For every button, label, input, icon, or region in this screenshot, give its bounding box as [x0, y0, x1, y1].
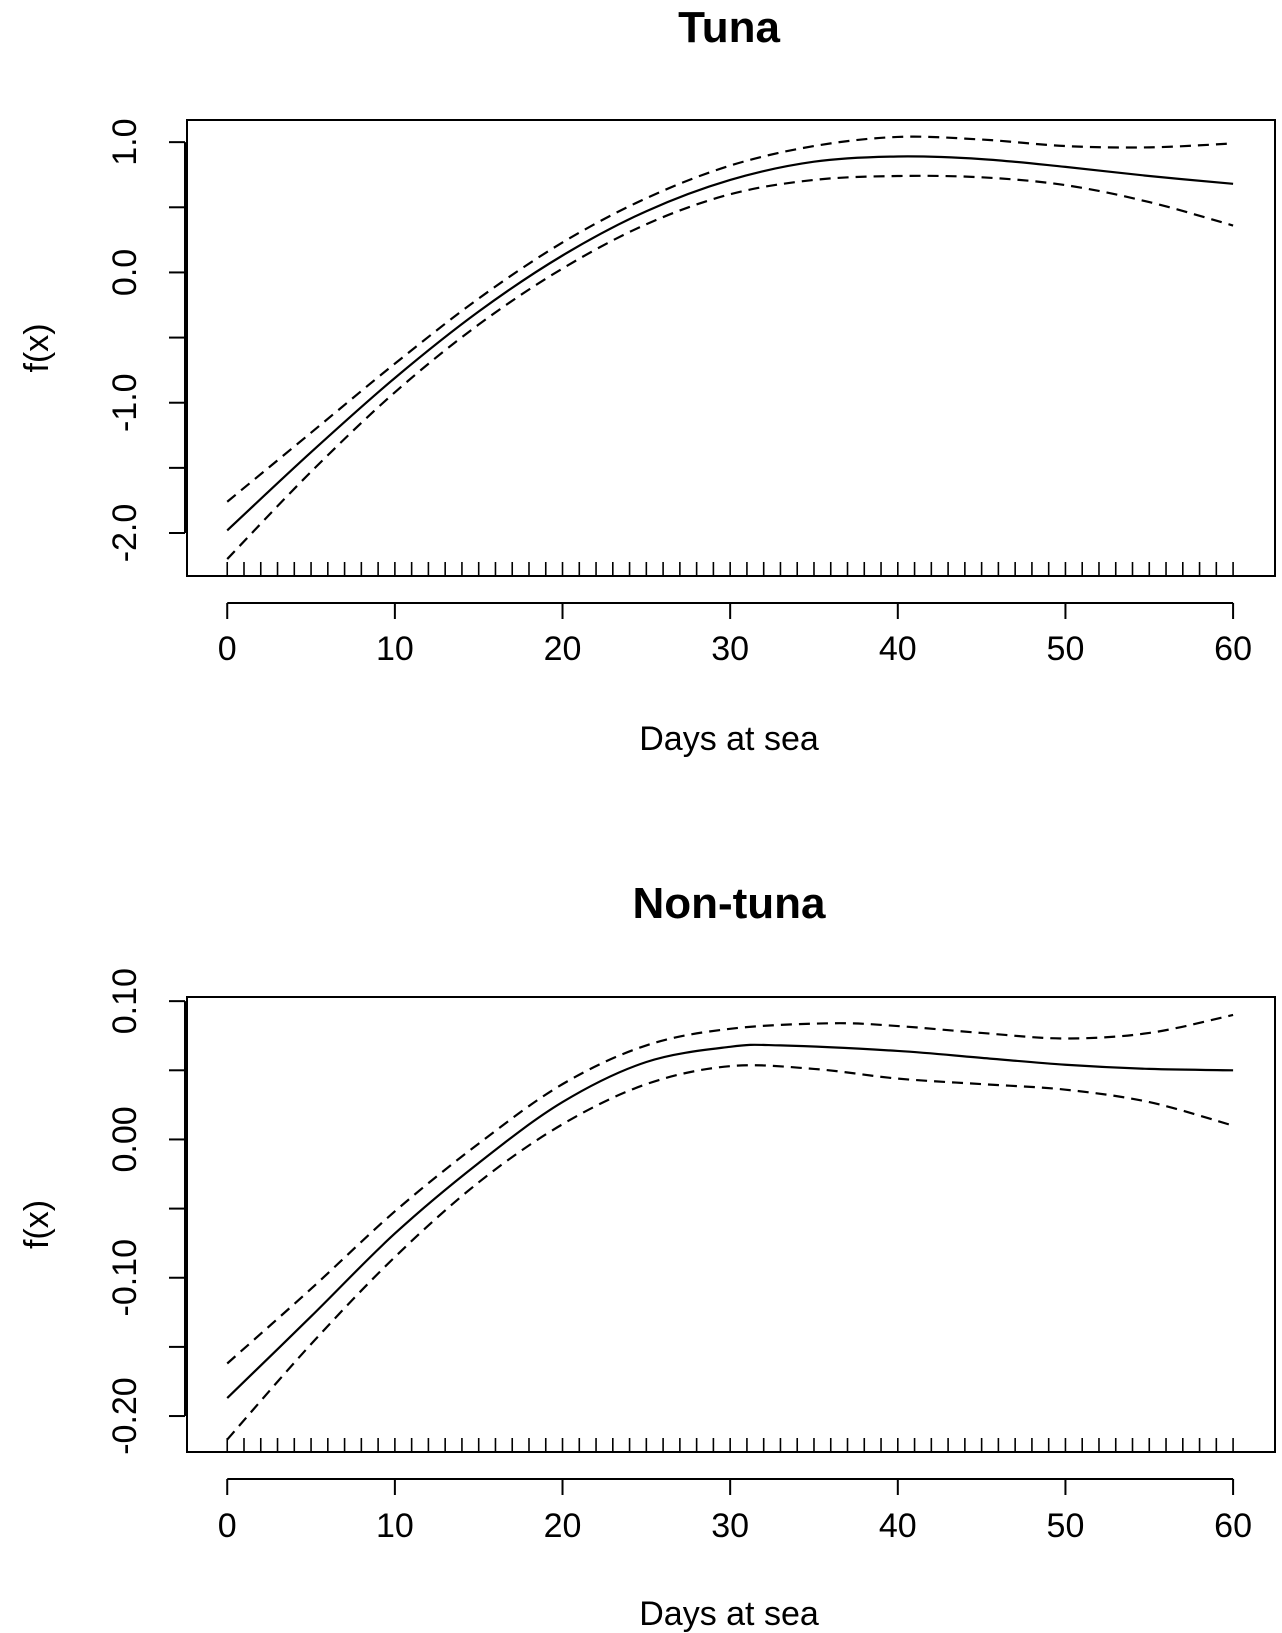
- x-tick-label: 20: [544, 630, 582, 668]
- plot-frame: [186, 996, 1276, 1453]
- y-tick-label: 0.00: [106, 1106, 144, 1172]
- panel-1: Tuna 0 10 20 30 40 50 60 Days at sea -2.0 -1.0 0.0 1…: [18, 3, 1276, 758]
- x-tick-label: 50: [1047, 1507, 1085, 1545]
- x-tick-label: 10: [376, 630, 414, 668]
- chart-title: Tuna: [678, 3, 780, 52]
- upper-ci-line: [226, 135, 1234, 503]
- x-tick-label: 0: [218, 1507, 237, 1545]
- x-tick-label: 0: [218, 630, 237, 668]
- x-tick-label: 40: [879, 630, 917, 668]
- y-tick-label: 0.0: [106, 249, 144, 296]
- x-axis-label: Days at sea: [639, 720, 819, 758]
- y-tick-label: -0.10: [106, 1239, 144, 1317]
- y-tick-label: -1.0: [106, 373, 144, 432]
- y-axis: -2.0 -1.0 0.0 1.0: [106, 119, 186, 563]
- y-axis-label: f(x): [18, 1200, 56, 1249]
- x-axis-label: Days at sea: [639, 1595, 819, 1633]
- x-tick-label: 40: [879, 1507, 917, 1545]
- y-tick-label: 0.10: [106, 968, 144, 1034]
- x-tick-label: 30: [711, 1507, 749, 1545]
- x-axis: 0 10 20 30 40 50 60: [218, 602, 1252, 668]
- x-tick-label: 60: [1214, 630, 1252, 668]
- chart-title: Non-tuna: [632, 879, 826, 928]
- y-tick-label: -0.20: [106, 1377, 144, 1455]
- lower-ci-line: [226, 174, 1234, 560]
- x-tick-label: 60: [1214, 1507, 1252, 1545]
- y-axis-label: f(x): [18, 323, 56, 372]
- lower-ci-line: [226, 1064, 1234, 1441]
- plot-frame: [186, 119, 1276, 577]
- rug: [226, 1438, 1234, 1452]
- x-tick-label: 20: [544, 1507, 582, 1545]
- y-tick-label: 1.0: [106, 119, 144, 166]
- fit-line: [226, 155, 1234, 532]
- fit-line: [226, 1043, 1234, 1399]
- x-tick-label: 10: [376, 1507, 414, 1545]
- x-axis: 0 10 20 30 40 50 60: [218, 1478, 1252, 1545]
- upper-ci-line: [226, 1013, 1234, 1365]
- y-tick-label: -2.0: [106, 504, 144, 563]
- y-axis: -0.20 -0.10 0.00 0.10: [106, 968, 186, 1455]
- x-tick-label: 50: [1047, 630, 1085, 668]
- rug: [226, 562, 1234, 576]
- x-tick-label: 30: [711, 630, 749, 668]
